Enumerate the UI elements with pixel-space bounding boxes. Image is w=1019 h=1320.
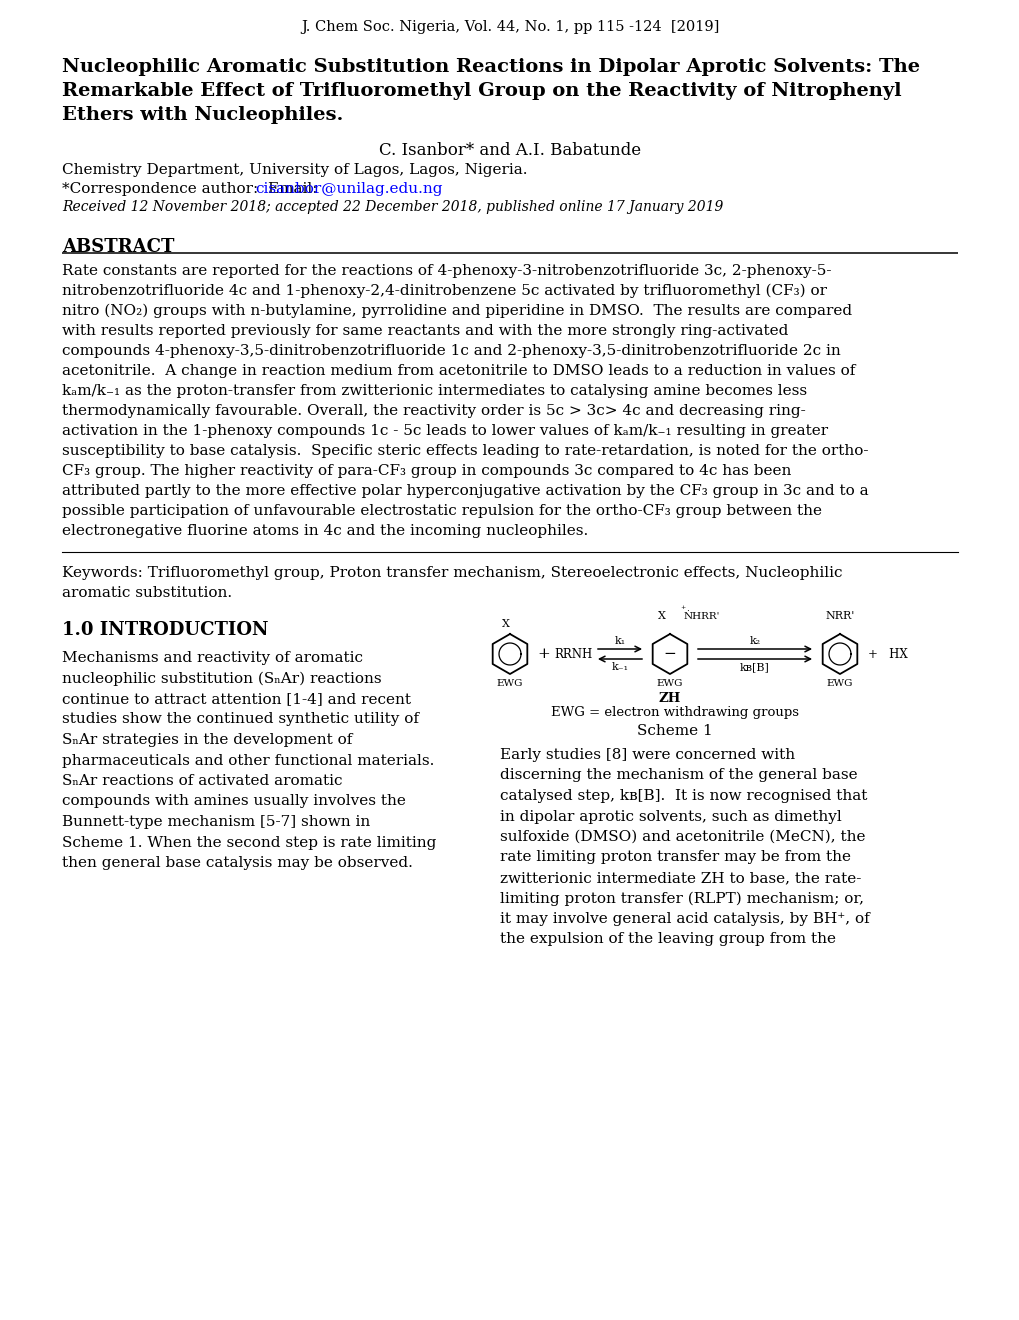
Text: Mechanisms and reactivity of aromatic: Mechanisms and reactivity of aromatic [62, 651, 363, 665]
Text: acetonitrile.  A change in reaction medium from acetonitrile to DMSO leads to a : acetonitrile. A change in reaction mediu… [62, 364, 855, 378]
Text: attributed partly to the more effective polar hyperconjugative activation by the: attributed partly to the more effective … [62, 484, 868, 498]
Text: EWG: EWG [496, 678, 523, 688]
Text: Rate constants are reported for the reactions of 4-phenoxy-3-nitrobenzotrifluori: Rate constants are reported for the reac… [62, 264, 830, 279]
Text: thermodynamically favourable. Overall, the reactivity order is 5c > 3c> 4c and d: thermodynamically favourable. Overall, t… [62, 404, 805, 418]
Text: Scheme 1: Scheme 1 [637, 723, 712, 738]
Text: studies show the continued synthetic utility of: studies show the continued synthetic uti… [62, 713, 419, 726]
Text: Ethers with Nucleophiles.: Ethers with Nucleophiles. [62, 106, 343, 124]
Text: aromatic substitution.: aromatic substitution. [62, 586, 232, 601]
Text: Early studies [8] were concerned with: Early studies [8] were concerned with [499, 748, 795, 762]
Text: nitro (NO₂) groups with n-butylamine, pyrrolidine and piperidine in DMSO.  The r: nitro (NO₂) groups with n-butylamine, py… [62, 304, 851, 318]
Text: ṄHRR': ṄHRR' [684, 612, 719, 620]
Text: kʙ[B]: kʙ[B] [740, 663, 769, 672]
Text: cisanbor@unilag.edu.ng: cisanbor@unilag.edu.ng [256, 182, 442, 195]
Text: +: + [536, 647, 549, 661]
Text: then general base catalysis may be observed.: then general base catalysis may be obser… [62, 855, 413, 870]
Text: X: X [501, 619, 510, 630]
Text: Remarkable Effect of Trifluoromethyl Group on the Reactivity of Nitrophenyl: Remarkable Effect of Trifluoromethyl Gro… [62, 82, 901, 100]
Text: EWG = electron withdrawing groups: EWG = electron withdrawing groups [550, 706, 798, 719]
Text: kₐm/k₋₁ as the proton-transfer from zwitterionic intermediates to catalysing ami: kₐm/k₋₁ as the proton-transfer from zwit… [62, 384, 806, 399]
Text: with results reported previously for same reactants and with the more strongly r: with results reported previously for sam… [62, 323, 788, 338]
Text: *Correspondence author:  Email:: *Correspondence author: Email: [62, 182, 322, 195]
Text: activation in the 1-phenoxy compounds 1c - 5c leads to lower values of kₐm/k₋₁ r: activation in the 1-phenoxy compounds 1c… [62, 424, 827, 438]
Text: Scheme 1. When the second step is rate limiting: Scheme 1. When the second step is rate l… [62, 836, 436, 850]
Text: k₁: k₁ [613, 636, 625, 645]
Text: electronegative fluorine atoms in 4c and the incoming nucleophiles.: electronegative fluorine atoms in 4c and… [62, 524, 588, 539]
Text: limiting proton transfer (RLPT) mechanism; or,: limiting proton transfer (RLPT) mechanis… [499, 891, 863, 906]
Text: ⁺: ⁺ [680, 605, 685, 614]
Text: J. Chem Soc. Nigeria, Vol. 44, No. 1, pp 115 -124  [2019]: J. Chem Soc. Nigeria, Vol. 44, No. 1, pp… [301, 20, 718, 34]
Text: ABSTRACT: ABSTRACT [62, 238, 174, 256]
Text: SₙAr reactions of activated aromatic: SₙAr reactions of activated aromatic [62, 774, 342, 788]
Text: −: − [663, 647, 676, 661]
Text: C. Isanbor* and A.I. Babatunde: C. Isanbor* and A.I. Babatunde [379, 143, 640, 158]
Text: it may involve general acid catalysis, by BH⁺, of: it may involve general acid catalysis, b… [499, 912, 869, 927]
Text: catalysed step, kʙ[B].  It is now recognised that: catalysed step, kʙ[B]. It is now recogni… [499, 789, 866, 803]
Text: k₋₁: k₋₁ [611, 663, 628, 672]
Text: NRR': NRR' [824, 611, 854, 620]
Text: RRNH: RRNH [553, 648, 592, 660]
Text: susceptibility to base catalysis.  Specific steric effects leading to rate-retar: susceptibility to base catalysis. Specif… [62, 444, 867, 458]
Text: Bunnett-type mechanism [5-7] shown in: Bunnett-type mechanism [5-7] shown in [62, 814, 370, 829]
Text: nucleophilic substitution (SₙAr) reactions: nucleophilic substitution (SₙAr) reactio… [62, 672, 381, 686]
Text: X: X [657, 611, 665, 620]
Text: possible participation of unfavourable electrostatic repulsion for the ortho-CF₃: possible participation of unfavourable e… [62, 504, 821, 517]
Text: EWG: EWG [826, 678, 853, 688]
Text: the expulsion of the leaving group from the: the expulsion of the leaving group from … [499, 932, 836, 946]
Text: ZH: ZH [658, 692, 681, 705]
Text: Nucleophilic Aromatic Substitution Reactions in Dipolar Aprotic Solvents: The: Nucleophilic Aromatic Substitution React… [62, 58, 919, 77]
Text: in dipolar aprotic solvents, such as dimethyl: in dipolar aprotic solvents, such as dim… [499, 809, 841, 824]
Text: Received 12 November 2018; accepted 22 December 2018, published online 17 Januar: Received 12 November 2018; accepted 22 D… [62, 201, 722, 214]
Text: nitrobenzotrifluoride 4c and 1-phenoxy-2,4-dinitrobenzene 5c activated by triflu: nitrobenzotrifluoride 4c and 1-phenoxy-2… [62, 284, 826, 298]
Text: SₙAr strategies in the development of: SₙAr strategies in the development of [62, 733, 352, 747]
Text: zwitterionic intermediate ZH to base, the rate-: zwitterionic intermediate ZH to base, th… [499, 871, 860, 884]
Text: compounds 4-phenoxy-3,5-dinitrobenzotrifluoride 1c and 2-phenoxy-3,5-dinitrobenz: compounds 4-phenoxy-3,5-dinitrobenzotrif… [62, 345, 840, 358]
Text: pharmaceuticals and other functional materials.: pharmaceuticals and other functional mat… [62, 754, 434, 767]
Text: Keywords: Trifluoromethyl group, Proton transfer mechanism, Stereoelectronic eff: Keywords: Trifluoromethyl group, Proton … [62, 566, 842, 579]
Text: continue to attract attention [1-4] and recent: continue to attract attention [1-4] and … [62, 692, 411, 706]
Text: discerning the mechanism of the general base: discerning the mechanism of the general … [499, 768, 857, 783]
Text: Chemistry Department, University of Lagos, Lagos, Nigeria.: Chemistry Department, University of Lago… [62, 162, 527, 177]
Text: sulfoxide (DMSO) and acetonitrile (MeCN), the: sulfoxide (DMSO) and acetonitrile (MeCN)… [499, 830, 865, 843]
Text: +   HX: + HX [867, 648, 907, 660]
Text: CF₃ group. The higher reactivity of para-CF₃ group in compounds 3c compared to 4: CF₃ group. The higher reactivity of para… [62, 465, 791, 478]
Text: k₂: k₂ [749, 636, 760, 645]
Text: 1.0 INTRODUCTION: 1.0 INTRODUCTION [62, 620, 268, 639]
Text: compounds with amines usually involves the: compounds with amines usually involves t… [62, 795, 406, 808]
Text: rate limiting proton transfer may be from the: rate limiting proton transfer may be fro… [499, 850, 850, 865]
Text: EWG: EWG [656, 678, 683, 688]
